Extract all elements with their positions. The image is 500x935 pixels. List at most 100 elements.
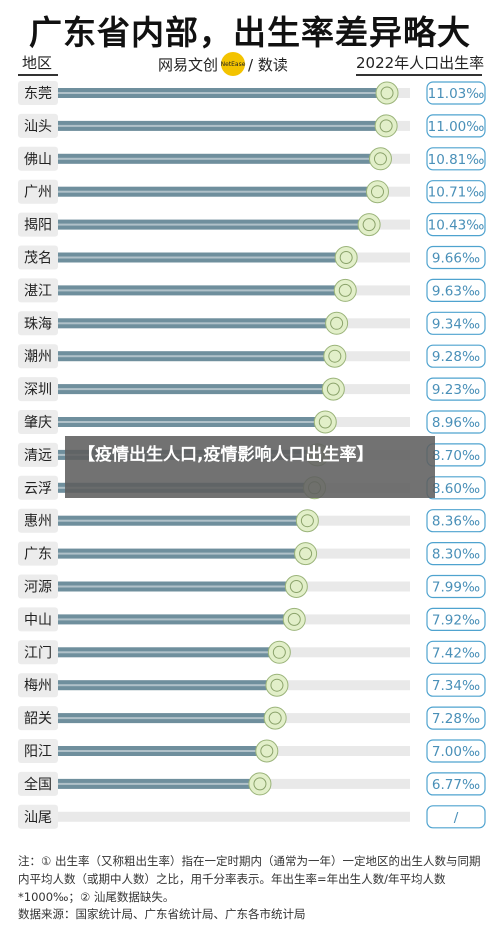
category-label-box	[18, 706, 58, 731]
value-label: 8.70‰	[432, 448, 480, 464]
bar-end-marker	[365, 180, 389, 204]
bar-end-marker-inner	[272, 645, 286, 659]
bar-highlight	[58, 124, 387, 127]
category-label: 汕尾	[24, 810, 52, 826]
bar	[58, 186, 378, 197]
category-label-box	[18, 771, 58, 796]
bar-highlight	[58, 585, 297, 588]
bar-highlight	[58, 190, 378, 193]
brand-name: 网易文创	[158, 55, 219, 74]
bar	[58, 548, 306, 559]
category-label: 阳江	[24, 744, 52, 760]
category-label: 深圳	[24, 382, 52, 398]
value-label: 10.71‰	[428, 185, 485, 201]
bar-end-marker-inner	[268, 711, 282, 725]
bar-end-marker	[282, 607, 306, 631]
category-label-box	[18, 640, 58, 665]
bar-end-marker	[374, 114, 398, 138]
category-label-box	[18, 377, 58, 402]
bar	[58, 746, 267, 756]
bar	[58, 285, 346, 296]
bar-highlight	[58, 223, 370, 226]
category-label: 云浮	[24, 481, 52, 497]
value-label: 9.23‰	[432, 382, 480, 398]
bar-highlight	[58, 256, 347, 259]
category-label: 全国	[24, 776, 52, 793]
value-label: 8.96‰	[432, 415, 480, 431]
bar-highlight	[58, 322, 337, 325]
value-label: 7.42‰	[432, 645, 480, 661]
value-label: /	[454, 810, 459, 826]
category-label-box	[18, 508, 58, 533]
value-label-box	[426, 739, 486, 763]
value-label: 8.36‰	[432, 514, 480, 530]
value-label: 10.81‰	[428, 152, 485, 168]
category-label-box	[18, 739, 58, 763]
value-label-box	[426, 278, 486, 302]
bar	[58, 515, 308, 526]
bar-highlight	[58, 92, 388, 94]
value-label-box	[426, 509, 486, 533]
value-label-box	[426, 607, 486, 632]
category-label-box	[18, 311, 58, 336]
bar-end-marker-inner	[300, 514, 314, 528]
bar-end-marker-inner	[287, 612, 301, 626]
bar-end-marker	[313, 410, 337, 434]
bar	[58, 417, 326, 427]
bar-end-marker	[263, 706, 287, 730]
bar-highlight	[58, 750, 267, 752]
bar-end-marker	[323, 344, 347, 368]
brand-sub: / 数读	[248, 55, 288, 74]
value-label: 11.03‰	[428, 86, 485, 102]
bar-end-marker	[357, 213, 381, 237]
category-label-box	[18, 278, 58, 303]
category-label-box	[18, 541, 58, 566]
value-label-box	[426, 213, 486, 237]
bar-end-marker-inner	[339, 251, 353, 264]
value-label: 7.92‰	[432, 612, 480, 628]
value-label-box	[426, 180, 486, 204]
value-label: 8.30‰	[432, 547, 480, 563]
category-label: 惠州	[24, 514, 52, 530]
category-label-box	[18, 113, 58, 138]
bar	[58, 153, 381, 164]
bar	[58, 120, 387, 131]
category-label: 河源	[24, 580, 52, 596]
value-label-box	[426, 114, 486, 138]
bar-highlight	[58, 618, 295, 621]
value-label: 11.00‰	[428, 119, 485, 135]
value-label-box	[426, 344, 486, 368]
bar-highlight	[58, 552, 306, 555]
bar-end-marker	[284, 575, 308, 598]
bar-end-marker-inner	[299, 547, 313, 561]
category-label: 广东	[24, 547, 52, 563]
bar	[58, 351, 335, 362]
bar-highlight	[58, 289, 346, 292]
category-label: 东莞	[24, 86, 52, 102]
bar-end-marker	[255, 739, 279, 763]
value-label-box	[426, 706, 486, 730]
bar-highlight	[58, 157, 381, 160]
value-label: 6.77‰	[432, 777, 480, 793]
bar-end-marker	[267, 640, 291, 664]
category-label: 广州	[24, 185, 52, 201]
category-label: 梅州	[24, 678, 52, 694]
category-header-underline	[18, 74, 58, 76]
value-label: 7.28‰	[432, 711, 480, 727]
value-label-box	[426, 772, 486, 796]
value-label-box	[426, 541, 486, 566]
bar	[58, 614, 295, 625]
caption-overlay-text: 【疫情出生人口,疫情影响人口出生率】	[78, 445, 374, 465]
bar-end-marker-inner	[373, 152, 387, 166]
category-label: 中山	[24, 612, 52, 628]
category-label-box	[18, 673, 58, 698]
value-label: 7.99‰	[432, 580, 480, 596]
value-label-box	[426, 805, 486, 829]
data-source: 数据来源：国家统计局、广东省统计局、广东各市统计局	[18, 907, 306, 921]
bar-end-marker	[321, 377, 345, 401]
footnote: 注：① 出生率（又称粗出生率）指在一定时期内（通常为一年）一定地区的出生人数与同…	[18, 854, 481, 904]
category-label: 湛江	[24, 283, 52, 299]
bar	[58, 318, 337, 329]
category-label: 江门	[24, 645, 52, 661]
bar	[58, 88, 388, 98]
